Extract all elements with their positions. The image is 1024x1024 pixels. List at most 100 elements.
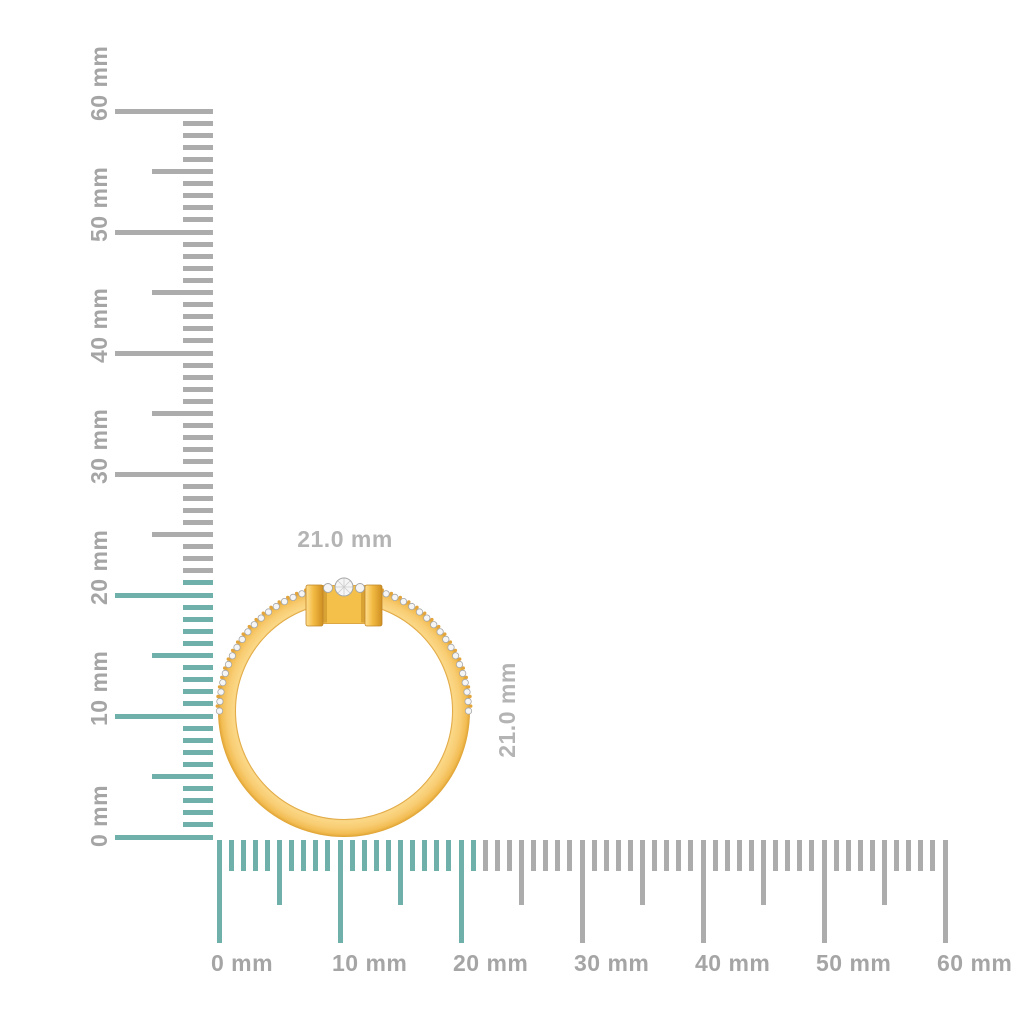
ruler-tick xyxy=(183,132,213,138)
ruler-tick xyxy=(869,840,875,871)
ruler-tick xyxy=(930,840,936,871)
pave-prong xyxy=(466,685,471,689)
pave-stone xyxy=(217,688,225,696)
pave-prong xyxy=(294,591,299,596)
ruler-tick xyxy=(700,840,706,943)
ruler-tick xyxy=(228,840,234,871)
pave-prong xyxy=(448,640,453,644)
pave-prong xyxy=(220,675,224,680)
ruler-tick xyxy=(183,495,213,501)
ruler-tick xyxy=(652,840,658,871)
ruler-tick xyxy=(183,447,213,453)
ruler-tick xyxy=(410,840,416,871)
ruler-tick xyxy=(676,840,682,871)
ruler-tick xyxy=(183,580,213,586)
pave-prong xyxy=(241,632,245,636)
ruler-tick xyxy=(183,604,213,610)
ruler-tick xyxy=(325,840,331,871)
ruler-tick xyxy=(482,840,488,871)
ruler-tick xyxy=(349,840,355,871)
pave-prong xyxy=(415,605,419,609)
ruler-tick xyxy=(567,840,573,871)
ruler-tick xyxy=(398,840,403,905)
ruler-label: 50 mm xyxy=(816,950,892,976)
pave-stone xyxy=(463,688,471,696)
ruler-tick xyxy=(183,628,213,634)
ruler-tick xyxy=(833,840,839,871)
pave-stone xyxy=(436,628,444,636)
pave-prong xyxy=(443,632,447,636)
ruler-tick xyxy=(797,840,803,871)
ruler-tick xyxy=(183,374,213,380)
prong-left xyxy=(305,584,324,627)
ruler-tick xyxy=(152,774,213,779)
ruler-tick xyxy=(115,713,213,719)
pave-stone xyxy=(289,593,297,602)
ruler-tick xyxy=(301,840,307,871)
ruler-tick xyxy=(183,386,213,392)
ruler-tick xyxy=(748,840,754,871)
pave-prong xyxy=(461,666,465,670)
pave-prong xyxy=(464,675,468,680)
ruler-tick xyxy=(361,840,367,871)
pave-stone xyxy=(451,652,460,660)
ruler-tick xyxy=(531,840,537,871)
ruler-tick xyxy=(761,840,766,905)
pave-stone xyxy=(399,597,408,606)
ruler-tick xyxy=(183,483,213,489)
ruler-label: 0 mm xyxy=(211,950,274,976)
ruler-tick xyxy=(264,840,270,871)
pave-prong xyxy=(223,666,227,670)
ruler-tick xyxy=(555,840,561,871)
pave-prong xyxy=(286,595,290,600)
ruler-tick xyxy=(591,840,597,871)
ruler-tick xyxy=(152,169,213,174)
ruler-tick xyxy=(845,840,851,871)
pave-prong xyxy=(407,600,411,604)
pave-prong xyxy=(389,591,394,596)
ruler-tick xyxy=(115,471,213,477)
pave-stone xyxy=(459,669,467,678)
ring-band-hole xyxy=(235,602,453,820)
ruler-tick xyxy=(494,840,500,871)
ruler-tick xyxy=(115,229,213,235)
ruler-tick xyxy=(183,810,213,816)
ruler-tick xyxy=(640,840,645,905)
ruler-tick xyxy=(712,840,718,871)
ruler-tick xyxy=(458,840,464,943)
ruler-tick xyxy=(183,398,213,404)
ruler-tick xyxy=(183,749,213,755)
pave-stone xyxy=(233,643,241,652)
pave-stone xyxy=(264,608,273,616)
ruler-tick xyxy=(906,840,912,871)
ruler-tick xyxy=(240,840,246,871)
pave-stone xyxy=(382,590,390,598)
pave-prong xyxy=(468,694,472,699)
pave-prong xyxy=(226,657,230,661)
pave-prong xyxy=(398,595,402,600)
ruler-tick xyxy=(857,840,863,871)
pave-stone xyxy=(280,597,289,606)
ruler-tick xyxy=(183,737,213,743)
ruler-tick xyxy=(942,840,948,943)
pave-prong xyxy=(453,648,458,653)
ruler-tick xyxy=(183,822,213,828)
ruler-tick xyxy=(422,840,428,871)
side-diamond-right xyxy=(355,583,365,593)
ruler-label: 50 mm xyxy=(86,166,112,242)
pave-stone xyxy=(250,621,258,629)
pave-prong xyxy=(217,685,222,689)
ring-illustration xyxy=(215,577,473,837)
ruler-tick xyxy=(183,241,213,247)
ruler-tick xyxy=(252,840,258,871)
ruler-tick xyxy=(183,181,213,187)
pave-stone xyxy=(272,602,280,611)
ruler-tick xyxy=(183,616,213,622)
ruler-tick xyxy=(183,253,213,259)
ruler-tick xyxy=(918,840,924,871)
ruler-tick xyxy=(152,290,213,295)
ruler-tick xyxy=(183,362,213,368)
ruler-tick xyxy=(183,519,213,525)
ruler-tick xyxy=(615,840,621,871)
ruler-tick xyxy=(183,338,213,344)
